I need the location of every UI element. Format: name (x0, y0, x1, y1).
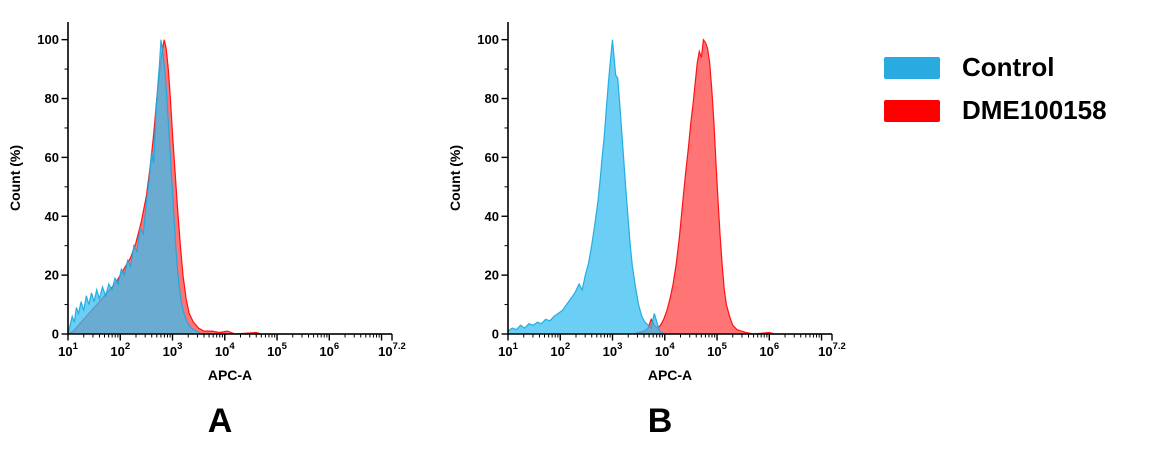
y-tick-label: 20 (45, 268, 59, 283)
legend-label-control: Control (962, 52, 1055, 82)
y-tick-label: 40 (485, 209, 499, 224)
x-tick-label: 102 (110, 341, 130, 359)
panel-label-b: B (647, 402, 673, 440)
series-dme100158-outline (633, 38, 832, 335)
x-tick-label: 104 (215, 341, 235, 359)
series-control-outline (507, 39, 832, 335)
legend: Control DME100158 (884, 52, 1107, 126)
series-control-area (508, 39, 832, 334)
x-tick-label: 101 (498, 341, 518, 359)
y-tick-label: 80 (485, 91, 499, 106)
x-tick-label: 105 (707, 341, 727, 359)
x-tick-label: 107.2 (378, 341, 406, 359)
y-tick-label: 60 (485, 150, 499, 165)
legend-label-dme100158: DME100158 (962, 95, 1107, 125)
y-tick-label: 80 (45, 91, 59, 106)
series-control-area (68, 39, 392, 334)
x-tick-label: 103 (163, 341, 183, 359)
y-tick-label: 100 (37, 32, 59, 47)
panel-a: 101 102 103 104 105 106 107.2 0 20 40 60 80 100 APC-A… (6, 4, 406, 441)
y-tick-label: 0 (492, 327, 499, 342)
y-axis-label: Count (%) (447, 145, 463, 211)
series-control-outline (67, 39, 392, 335)
legend-item-control: Control (884, 52, 1107, 83)
series-dme100158-area (633, 39, 832, 334)
y-tick-label: 20 (485, 268, 499, 283)
x-tick-label: 105 (267, 341, 287, 359)
x-axis-label: APC-A (648, 367, 692, 383)
panel-b: 101 102 103 104 105 106 107.2 0 20 40 60 80 100 APC-A… (446, 4, 846, 441)
series-layer (507, 38, 832, 335)
legend-swatch-control (884, 56, 940, 79)
y-tick-label: 60 (45, 150, 59, 165)
x-tick-label: 107.2 (818, 341, 846, 359)
x-tick-label: 101 (58, 341, 78, 359)
legend-swatch-dme100158 (884, 99, 940, 122)
x-axis-label: APC-A (208, 367, 252, 383)
x-tick-label: 104 (655, 341, 675, 359)
x-tick-label: 103 (603, 341, 623, 359)
x-tick-label: 102 (550, 341, 570, 359)
panel-label-a: A (207, 402, 233, 440)
x-tick-label: 106 (759, 341, 779, 359)
y-tick-label: 100 (477, 32, 499, 47)
histogram-plot-b: 101 102 103 104 105 106 107.2 0 20 40 60 80 100 APC-A… (447, 22, 846, 383)
legend-item-dme100158: DME100158 (884, 95, 1107, 126)
y-tick-label: 0 (52, 327, 59, 342)
y-tick-label: 40 (45, 209, 59, 224)
histogram-plot-a: 101 102 103 104 105 106 107.2 0 20 40 60 80 100 APC-A… (7, 22, 406, 383)
x-tick-label: 106 (319, 341, 339, 359)
y-axis-label: Count (%) (7, 145, 23, 211)
series-layer (67, 39, 392, 335)
